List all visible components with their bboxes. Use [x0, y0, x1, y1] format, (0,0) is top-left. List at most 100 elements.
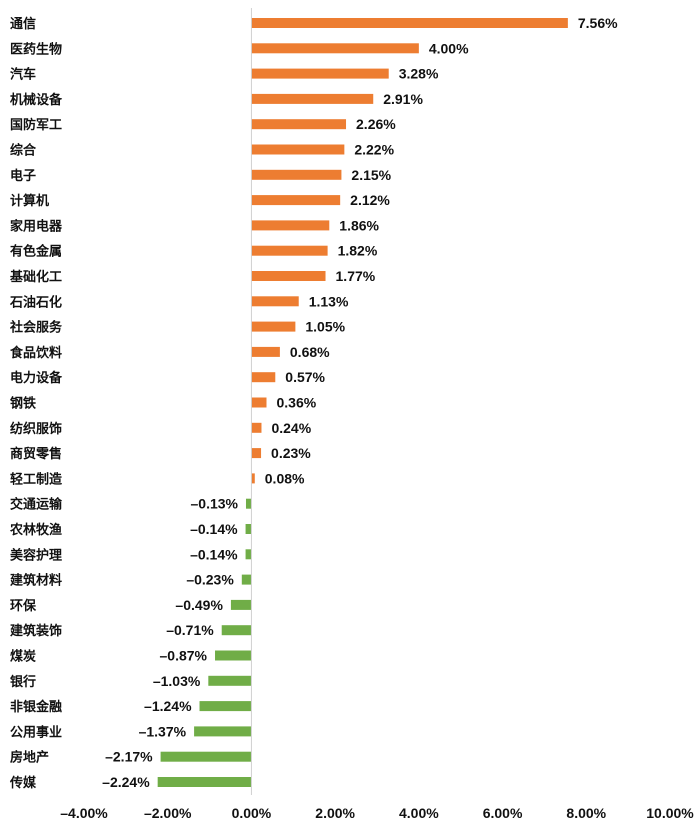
category-label-0: 通信	[10, 16, 36, 32]
bar-11	[251, 296, 299, 307]
category-labels: 通信医药生物汽车机械设备国防军工综合电子计算机家用电器有色金属基础化工石油石化社…	[9, 16, 63, 791]
x-tick-label-6: 8.00%	[566, 805, 606, 821]
value-label-11: 1.13%	[309, 293, 349, 309]
category-label-20: 农林牧渔	[9, 522, 62, 538]
bar-30	[157, 777, 252, 787]
category-label-22: 建筑材料	[10, 573, 62, 589]
value-label-8: 1.86%	[339, 217, 379, 233]
bar-19	[245, 498, 252, 509]
x-axis-tick-labels: –4.00% –2.00% 0.00% 2.00% 4.00% 6.00% 8.00% 10.…	[60, 805, 694, 821]
bar-25	[215, 650, 252, 661]
bar-27	[199, 701, 252, 712]
category-label-9: 有色金属	[10, 244, 62, 260]
category-label-21: 美容护理	[10, 547, 62, 563]
category-label-29: 房地产	[10, 750, 49, 766]
category-label-4: 国防军工	[10, 117, 62, 133]
bar-26	[208, 675, 252, 686]
value-label-21: –0.14%	[190, 546, 238, 562]
value-label-18: 0.08%	[265, 470, 305, 486]
category-label-5: 综合	[10, 143, 37, 159]
category-label-13: 食品饮料	[10, 345, 62, 361]
category-label-27: 非银金融	[10, 699, 62, 715]
bar-22	[241, 574, 252, 585]
category-label-14: 电力设备	[10, 370, 63, 386]
value-label-29: –2.17%	[105, 749, 153, 765]
value-label-9: 1.82%	[338, 243, 378, 259]
value-label-26: –1.03%	[153, 673, 201, 689]
value-label-14: 0.57%	[285, 369, 325, 385]
bar-5	[251, 144, 345, 155]
bar-21	[245, 549, 252, 560]
value-label-22: –0.23%	[186, 572, 234, 588]
value-label-27: –1.24%	[144, 698, 192, 714]
value-label-0: 7.56%	[578, 15, 618, 31]
bar-7	[251, 195, 341, 206]
bar-13	[251, 346, 280, 357]
category-label-16: 纺织服饰	[10, 421, 62, 437]
value-label-15: 0.36%	[276, 395, 316, 411]
category-label-1: 医药生物	[10, 41, 62, 57]
x-tick-label-2: 0.00%	[232, 805, 272, 821]
bar-0	[251, 18, 568, 28]
value-label-6: 2.15%	[351, 167, 391, 183]
bar-18	[251, 473, 255, 484]
bar-23	[230, 599, 252, 610]
bar-24	[221, 625, 252, 636]
category-label-17: 商贸零售	[10, 446, 62, 462]
bar-16	[251, 422, 262, 433]
value-label-16: 0.24%	[271, 420, 311, 436]
value-label-24: –0.71%	[166, 622, 214, 638]
value-label-13: 0.68%	[290, 344, 330, 360]
category-label-7: 计算机	[10, 193, 49, 209]
category-label-23: 环保	[10, 598, 37, 614]
x-tick-label-5: 6.00%	[483, 805, 523, 821]
value-label-17: 0.23%	[271, 445, 311, 461]
value-label-10: 1.77%	[336, 268, 376, 284]
value-label-20: –0.14%	[190, 521, 238, 537]
bar-15	[251, 397, 267, 408]
category-label-26: 银行	[10, 674, 36, 690]
x-tick-label-0: –4.00%	[60, 805, 108, 821]
value-label-1: 4.00%	[429, 40, 469, 56]
category-label-25: 煤炭	[10, 649, 36, 665]
value-label-23: –0.49%	[175, 597, 223, 613]
category-label-3: 机械设备	[10, 92, 63, 108]
bar-2	[251, 68, 389, 79]
bar-9	[251, 245, 328, 256]
category-label-24: 建筑装饰	[10, 623, 62, 639]
bar-8	[251, 220, 330, 231]
bar-20	[245, 524, 252, 534]
value-label-5: 2.22%	[354, 142, 394, 158]
category-label-15: 钢铁	[10, 396, 36, 412]
category-label-8: 家用电器	[10, 218, 63, 234]
value-labels: 7.56% 4.00% 3.28% 2.91% 2.26% 2.22% 2.15% 2.12%…	[102, 15, 618, 790]
value-label-4: 2.26%	[356, 116, 396, 132]
value-label-3: 2.91%	[383, 91, 423, 107]
bar-1	[251, 43, 419, 54]
x-tick-label-3: 2.00%	[315, 805, 355, 821]
value-label-30: –2.24%	[102, 774, 150, 790]
bar-28	[194, 726, 252, 737]
value-label-12: 1.05%	[305, 319, 345, 335]
category-label-2: 汽车	[10, 67, 36, 83]
category-label-6: 电子	[10, 168, 36, 184]
x-tick-label-7: 10.00%	[646, 805, 694, 821]
bars-group	[157, 18, 568, 787]
bar-10	[251, 271, 326, 281]
category-label-11: 石油石化	[9, 294, 62, 310]
category-label-28: 公用事业	[10, 724, 62, 740]
x-tick-label-4: 4.00%	[399, 805, 439, 821]
value-label-19: –0.13%	[191, 496, 239, 512]
category-label-10: 基础化工	[9, 269, 62, 285]
bar-4	[251, 119, 347, 130]
value-label-7: 2.12%	[350, 192, 390, 208]
value-label-28: –1.37%	[139, 723, 187, 739]
bar-17	[251, 448, 262, 459]
value-label-25: –0.87%	[160, 648, 208, 664]
bar-3	[251, 93, 374, 104]
bar-29	[160, 751, 252, 762]
category-label-18: 轻工制造	[10, 471, 63, 487]
bar-6	[251, 169, 342, 180]
value-label-2: 3.28%	[399, 66, 439, 82]
